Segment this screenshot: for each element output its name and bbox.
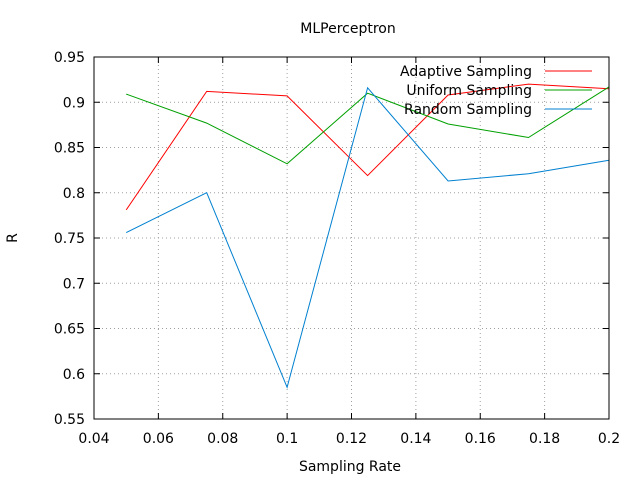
x-tick-label: 0.18 [529, 431, 560, 447]
chart-title: MLPerceptron [300, 21, 395, 37]
x-tick-label: 0.2 [598, 431, 620, 447]
y-tick-label: 0.85 [54, 141, 85, 157]
adaptive-sampling-line [125, 83, 610, 211]
y-tick-label: 0.8 [63, 186, 85, 202]
tick-labels: 0.04 0.06 0.08 0.1 0.12 0.14 0.16 0.18 0.2 0.55 0.… [54, 50, 620, 447]
y-tick-label: 0.65 [54, 322, 85, 338]
legend-label-adaptive-sampling: Adaptive Sampling [400, 64, 532, 80]
y-tick-label: 0.55 [54, 412, 85, 428]
y-axis-label: R [5, 233, 21, 243]
x-axis-label: Sampling Rate [299, 459, 401, 475]
axis-ticks [93, 56, 610, 420]
y-tick-label: 0.75 [54, 231, 85, 247]
legend-label-random-sampling: Random Sampling [404, 102, 532, 118]
uniform-sampling-line [126, 86, 610, 165]
x-tick-label: 0.14 [400, 431, 431, 447]
y-tick-label: 0.9 [63, 95, 85, 111]
x-tick-label: 0.04 [78, 431, 109, 447]
grid [94, 57, 609, 419]
x-tick-label: 0.16 [465, 431, 496, 447]
x-tick-label: 0.1 [276, 431, 298, 447]
series-lines [125, 83, 610, 389]
y-tick-label: 0.6 [63, 367, 85, 383]
y-tick-label: 0.7 [63, 276, 85, 292]
random-sampling-line [125, 86, 610, 389]
x-tick-label: 0.12 [336, 431, 367, 447]
y-tick-label: 0.95 [54, 50, 85, 66]
legend-label-uniform-sampling: Uniform Sampling [406, 83, 532, 99]
x-tick-label: 0.06 [143, 431, 174, 447]
legend: Adaptive Sampling Uniform Sampling Random … [400, 64, 592, 118]
x-tick-label: 0.08 [207, 431, 238, 447]
